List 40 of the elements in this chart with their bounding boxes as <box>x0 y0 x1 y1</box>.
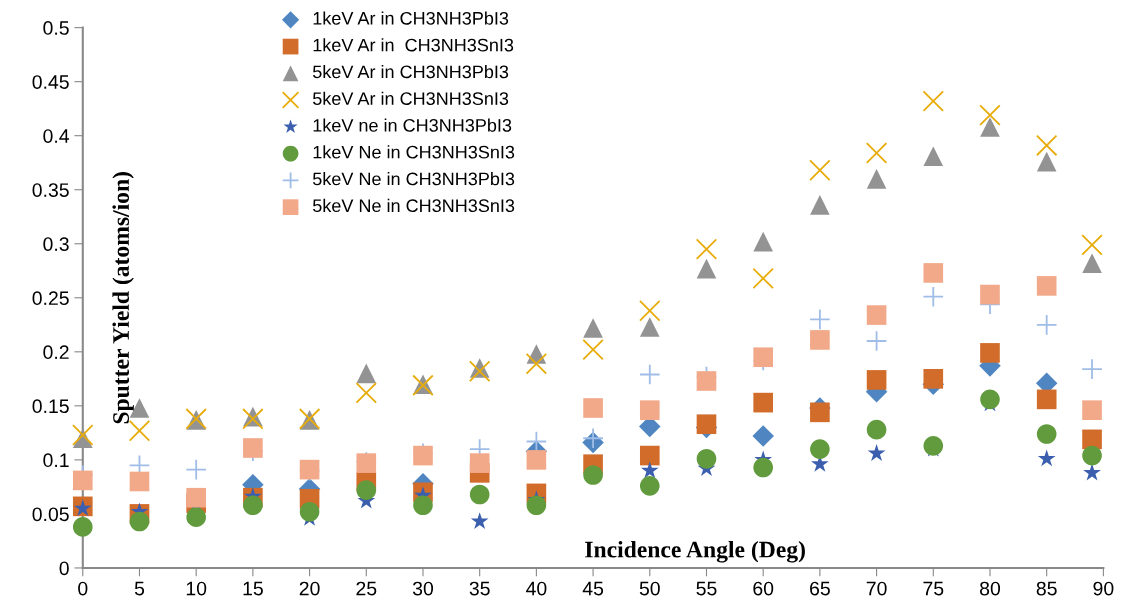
y-tick-label: 0 <box>59 561 69 576</box>
x-tick-label: 15 <box>243 581 263 596</box>
x-tick-label: 20 <box>299 581 320 596</box>
x-tick-label: 30 <box>412 581 434 596</box>
x-tick-label: 65 <box>810 581 830 596</box>
y-tick-label: 0.25 <box>32 291 69 306</box>
legend-label: 1keV Ar in CH3NH3PbI3 <box>313 11 509 25</box>
y-tick-label: 0.3 <box>43 237 69 251</box>
y-axis-title: Sputter Yield (atoms/ion) <box>112 172 134 424</box>
legend-label: 5keV Ar in CH3NH3SnI3 <box>312 91 509 106</box>
x-tick-label: 90 <box>1093 581 1114 596</box>
legend-label: 5keV Ar in CH3NH3PbI3 <box>312 64 509 79</box>
x-tick-label: 25 <box>356 581 377 596</box>
x-tick-label: 0 <box>78 581 88 596</box>
legend-label: 5keV Ne in CH3NH3PbI3 <box>312 172 515 186</box>
x-tick-label: 5 <box>134 581 145 596</box>
legend-label: 1keV Ne in CH3NH3SnI3 <box>313 145 515 159</box>
y-tick-label: 0.35 <box>32 183 69 197</box>
y-tick-label: 0.4 <box>43 129 70 143</box>
legend-label: 1keV ne in CH3NH3PbI3 <box>313 118 512 132</box>
legend-label: 1keV Ar in CH3NH3SnI3 <box>313 38 514 52</box>
y-tick-label: 0.15 <box>32 399 69 414</box>
y-tick-label: 0.05 <box>32 507 69 522</box>
x-tick-label: 75 <box>923 581 944 596</box>
x-tick-label: 10 <box>186 581 207 596</box>
x-tick-label: 60 <box>753 581 774 596</box>
x-tick-label: 85 <box>1036 581 1057 596</box>
x-tick-label: 70 <box>866 581 887 596</box>
y-tick-label: 0.1 <box>43 453 69 468</box>
y-tick-label: 0.5 <box>43 21 69 35</box>
y-tick-label: 0.45 <box>32 75 69 89</box>
y-tick-label: 0.2 <box>43 345 69 360</box>
x-tick-label: 45 <box>582 581 604 596</box>
x-tick-label: 50 <box>639 581 660 596</box>
x-tick-label: 80 <box>980 581 1001 596</box>
x-tick-label: 40 <box>526 581 547 596</box>
x-axis-title: Incidence Angle (Deg) <box>585 540 805 563</box>
legend-label: 5keV Ne in CH3NH3SnI3 <box>312 198 515 213</box>
x-tick-label: 55 <box>696 581 717 596</box>
x-tick-label: 35 <box>469 581 490 596</box>
